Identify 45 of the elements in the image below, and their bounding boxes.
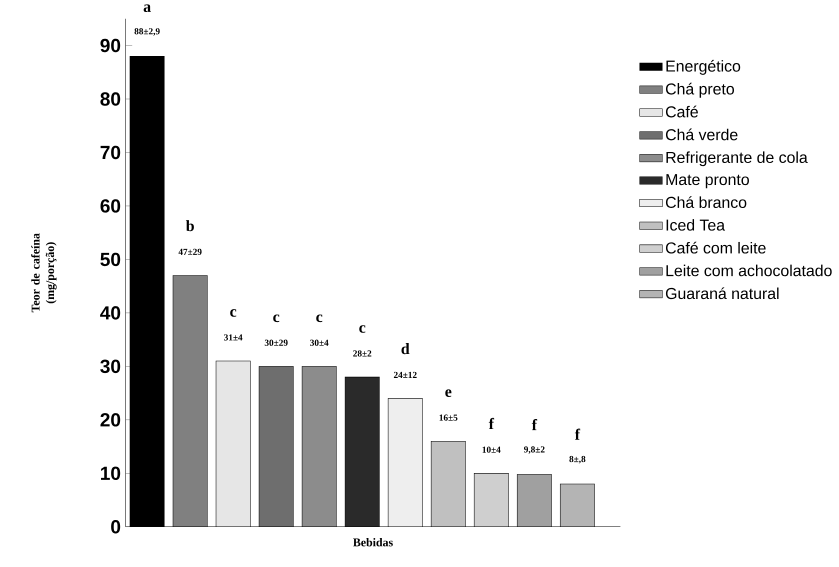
text: a — [144, 4, 151, 12]
data-label: 31±4 — [224, 334, 242, 341]
x-axis-title: Bebidas — [353, 538, 393, 547]
data-label: 88±2,9 — [134, 28, 160, 36]
y-tick-label: 0 — [111, 520, 120, 534]
legend-label: Refrigerante de cola — [666, 152, 808, 166]
annotation: b — [186, 220, 194, 232]
data-label: 10±4 — [482, 446, 501, 453]
data-label: 30±29 — [264, 340, 288, 346]
y-tick-label: 80 — [100, 92, 120, 106]
legend-label: Café com leite — [666, 242, 766, 254]
y-tick-label: 70 — [100, 146, 120, 160]
y-axis-title: Teor de cafeína (mg/porção) — [31, 233, 57, 312]
data-label: 28±2 — [353, 350, 372, 357]
data-label: 8±,8 — [569, 456, 586, 464]
annotation: c — [230, 309, 236, 317]
annotation: d — [402, 343, 410, 354]
data-label: 24±12 — [394, 372, 417, 378]
legend-label: Mate pronto — [666, 174, 749, 188]
y-tick-label: 90 — [100, 38, 120, 52]
legend-label: Leite com achocolatado — [666, 264, 832, 276]
annotation: f — [574, 428, 580, 440]
annotation: f — [488, 418, 494, 430]
y-tick-label: 30 — [100, 360, 120, 374]
legend-label: Café — [666, 106, 698, 118]
data-label: 9,8±2 — [524, 446, 545, 454]
y-tick-label: 20 — [100, 413, 120, 427]
data-label: 30±4 — [310, 340, 329, 346]
annotation: e — [445, 390, 452, 398]
legend-label: Iced Tea — [666, 219, 726, 231]
y-tick-label: 60 — [100, 199, 120, 213]
legend-label: Chá branco — [666, 196, 746, 208]
data-label: 16±5 — [440, 414, 458, 421]
y-tick-label: 50 — [100, 252, 120, 266]
y-tick-label: 40 — [100, 306, 120, 320]
legend-label: Energético — [666, 60, 740, 76]
legend-label: Chá verde — [666, 128, 738, 141]
legend-label: Guaraná natural — [666, 288, 779, 300]
y-tick-label: 10 — [101, 466, 120, 480]
annotation: f — [532, 419, 538, 430]
legend-label: Chá preto — [666, 82, 734, 98]
annotation: c — [316, 314, 322, 322]
data-label: 47±29 — [178, 248, 202, 256]
annotation: c — [273, 314, 280, 322]
annotation: c — [359, 325, 366, 333]
